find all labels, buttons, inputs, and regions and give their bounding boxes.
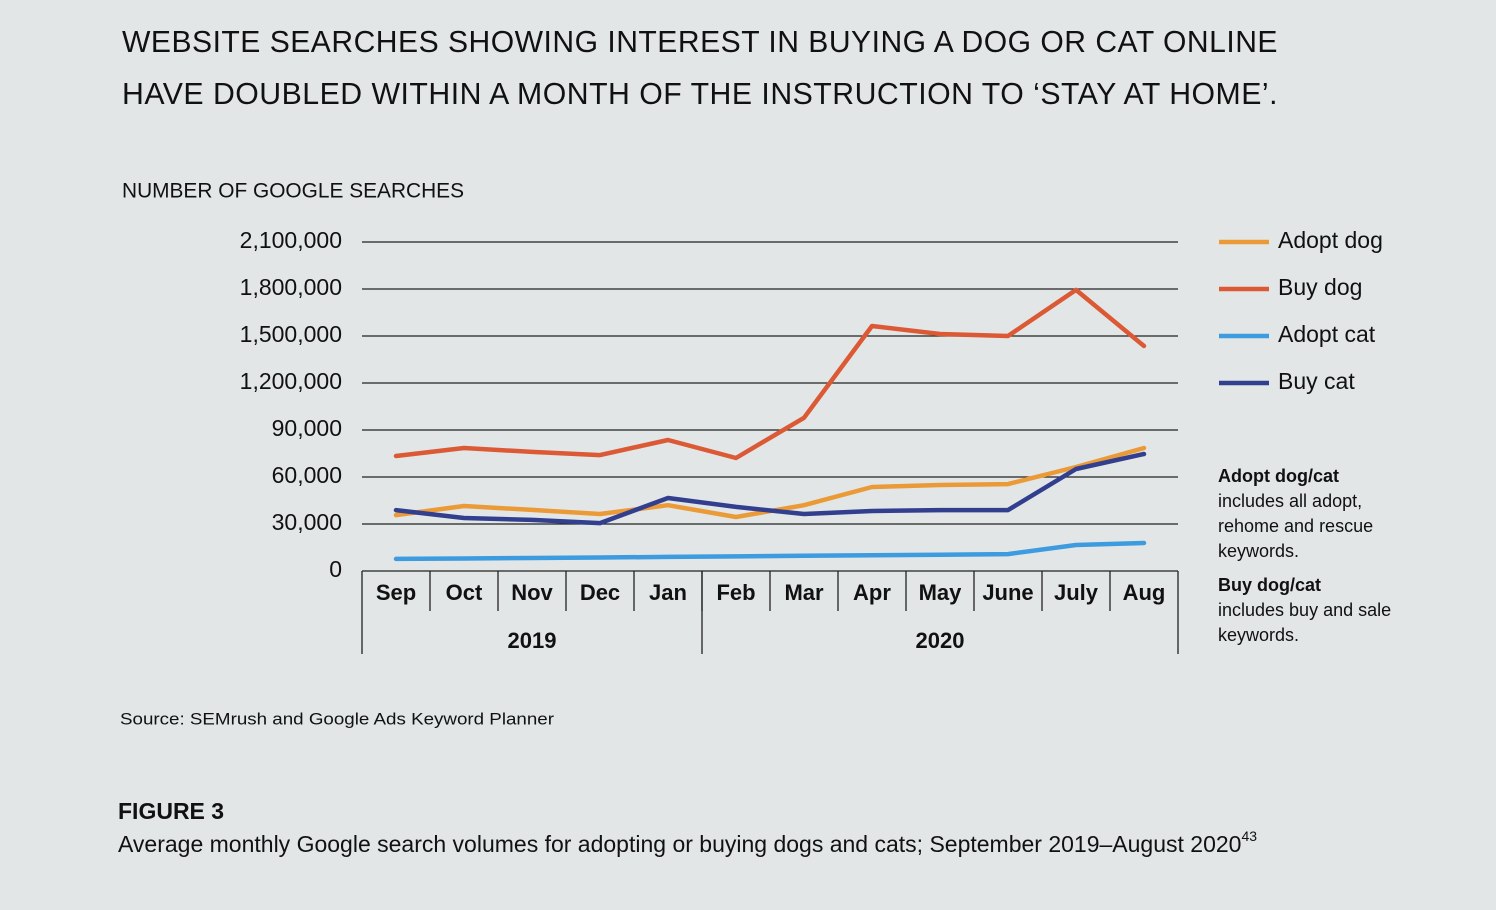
note-line: includes buy and sale	[1218, 600, 1391, 620]
note-title: Adopt dog/cat	[1218, 466, 1339, 486]
legend-label: Buy dog	[1278, 274, 1362, 300]
series-line	[393, 540, 1147, 562]
y-tick-label: 30,000	[272, 509, 342, 535]
y-tick-label: 2,100,000	[240, 227, 342, 253]
title-line: HAVE DOUBLED WITHIN A MONTH OF THE INSTR…	[122, 76, 1278, 111]
legend-label: Adopt cat	[1278, 321, 1376, 347]
x-tick-label: Dec	[580, 580, 620, 605]
figure-label: FIGURE 3	[118, 798, 224, 824]
group-label: 2020	[916, 628, 965, 653]
x-tick-label: Oct	[446, 580, 483, 605]
caption-text: Average monthly Google search volumes fo…	[118, 831, 1241, 857]
x-tick-label: Mar	[784, 580, 824, 605]
x-tick-label: Feb	[716, 580, 755, 605]
series-line	[393, 445, 1147, 520]
x-tick-label: Aug	[1123, 580, 1166, 605]
x-tick-label: Apr	[853, 580, 891, 605]
note-line: rehome and rescue	[1218, 516, 1373, 536]
group-label: 2019	[508, 628, 557, 653]
note-line: includes all adopt,	[1218, 491, 1362, 511]
series-line	[393, 451, 1147, 526]
x-tick-label: June	[982, 580, 1033, 605]
y-axis-title: NUMBER OF GOOGLE SEARCHES	[122, 180, 464, 203]
source: Source: SEMrush and Google Ads Keyword P…	[120, 709, 554, 728]
y-tick-label: 90,000	[272, 415, 342, 441]
legend-label: Adopt dog	[1278, 227, 1383, 253]
note-title: Buy dog/cat	[1218, 575, 1321, 595]
x-tick-label: May	[919, 580, 963, 605]
x-tick-label: Sep	[376, 580, 416, 605]
caption: Average monthly Google search volumes fo…	[118, 828, 1257, 857]
series-line	[393, 287, 1147, 461]
note-line: keywords.	[1218, 625, 1299, 645]
caption-ref: 43	[1241, 828, 1257, 844]
y-tick-label: 1,500,000	[240, 321, 342, 347]
y-tick-label: 1,200,000	[240, 368, 342, 394]
y-tick-label: 0	[329, 556, 342, 582]
y-tick-label: 60,000	[272, 462, 342, 488]
y-tick-label: 1,800,000	[240, 274, 342, 300]
x-tick-label: July	[1054, 580, 1099, 605]
title-line: WEBSITE SEARCHES SHOWING INTEREST IN BUY…	[122, 24, 1278, 59]
legend-label: Buy cat	[1278, 368, 1355, 394]
note-line: keywords.	[1218, 541, 1299, 561]
x-tick-label: Jan	[649, 580, 687, 605]
x-tick-label: Nov	[511, 580, 553, 605]
